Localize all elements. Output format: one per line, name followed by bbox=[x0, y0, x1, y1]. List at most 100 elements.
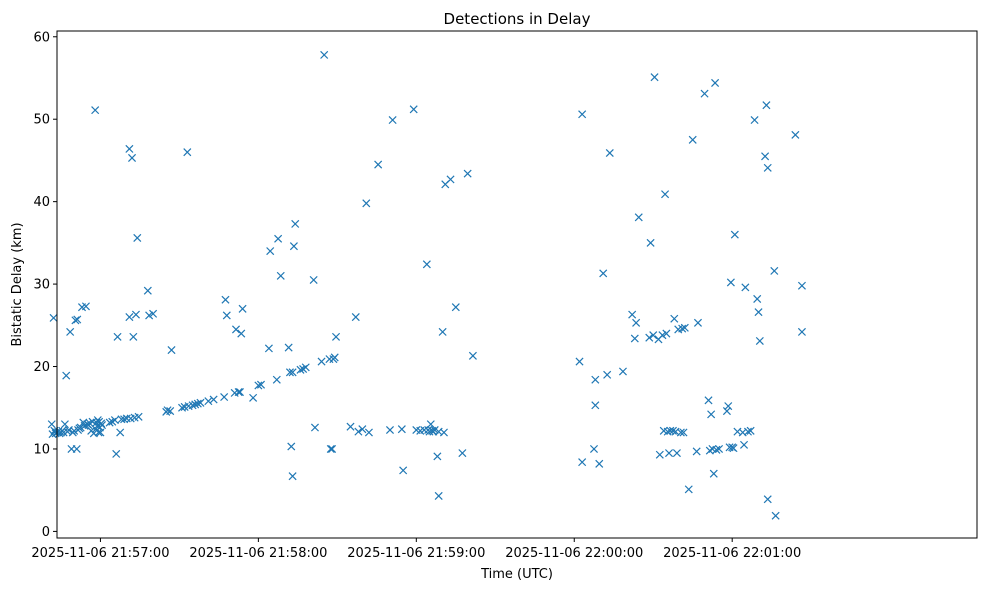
data-point-marker bbox=[628, 310, 637, 319]
data-point-marker bbox=[296, 365, 305, 374]
data-point-marker bbox=[166, 407, 175, 416]
data-point-marker bbox=[724, 402, 733, 411]
data-point-marker bbox=[289, 242, 298, 251]
data-point-marker bbox=[692, 447, 701, 456]
data-point-marker bbox=[388, 116, 397, 125]
data-point-marker bbox=[191, 400, 200, 409]
data-point-marker bbox=[704, 396, 713, 405]
data-point-marker bbox=[288, 368, 297, 377]
data-point-marker bbox=[133, 233, 142, 242]
x-tick-label: 2025-11-06 21:57:00 bbox=[31, 546, 169, 561]
data-point-marker bbox=[680, 323, 689, 332]
data-point-marker bbox=[741, 283, 750, 292]
data-point-marker bbox=[276, 271, 285, 280]
data-point-marker bbox=[385, 425, 395, 435]
data-point-marker bbox=[646, 238, 655, 247]
data-point-marker bbox=[66, 327, 75, 336]
data-point-marker bbox=[287, 442, 296, 451]
data-point-marker bbox=[743, 427, 753, 436]
data-point-marker bbox=[193, 399, 202, 408]
data-point-marker bbox=[358, 425, 367, 434]
data-point-marker bbox=[72, 444, 81, 453]
data-point-marker bbox=[397, 425, 406, 434]
data-point-marker bbox=[235, 388, 244, 397]
data-point-marker bbox=[603, 370, 612, 379]
data-point-marker bbox=[354, 427, 363, 436]
data-point-marker bbox=[771, 511, 780, 520]
data-point-marker bbox=[60, 420, 69, 429]
data-point-marker bbox=[711, 78, 720, 87]
data-point-marker bbox=[309, 275, 318, 284]
data-point-marker bbox=[131, 310, 140, 319]
data-point-marker bbox=[632, 318, 641, 327]
data-point-marker bbox=[220, 393, 229, 402]
data-point-marker bbox=[753, 294, 762, 303]
data-point-marker bbox=[463, 169, 472, 178]
data-point-marker bbox=[722, 407, 731, 416]
data-point-marker bbox=[96, 428, 105, 437]
data-point-marker bbox=[668, 426, 677, 435]
chart-title: Detections in Delay bbox=[444, 10, 591, 28]
data-point-marker bbox=[433, 452, 442, 461]
y-tick-label: 30 bbox=[33, 278, 50, 293]
data-point-marker bbox=[750, 116, 759, 125]
data-point-marker bbox=[650, 73, 659, 82]
data-point-marker bbox=[254, 381, 263, 390]
data-point-marker bbox=[351, 313, 360, 322]
data-point-marker bbox=[97, 421, 107, 430]
y-tick-label: 0 bbox=[42, 525, 50, 540]
data-point-marker bbox=[676, 428, 685, 437]
data-point-marker bbox=[112, 449, 121, 458]
x-tick-label: 2025-11-06 21:58:00 bbox=[189, 546, 327, 561]
data-point-marker bbox=[707, 410, 716, 419]
data-point-marker bbox=[320, 50, 329, 59]
data-point-marker bbox=[178, 403, 187, 412]
data-point-marker bbox=[715, 444, 724, 453]
data-point-marker bbox=[664, 449, 674, 458]
data-point-marker bbox=[317, 357, 326, 366]
data-point-marker bbox=[595, 459, 604, 468]
data-point-marker bbox=[143, 286, 152, 295]
x-tick-label: 2025-11-06 21:59:00 bbox=[347, 546, 485, 561]
data-point-marker bbox=[196, 398, 205, 407]
data-point-marker bbox=[332, 332, 341, 341]
y-tick-label: 50 bbox=[33, 113, 50, 128]
data-point-marker bbox=[746, 426, 755, 435]
data-point-marker bbox=[362, 199, 371, 208]
y-tick-label: 40 bbox=[33, 195, 50, 210]
data-point-marker bbox=[762, 101, 771, 110]
data-point-marker bbox=[81, 302, 90, 311]
data-point-marker bbox=[599, 269, 608, 278]
data-point-marker bbox=[578, 110, 587, 119]
data-point-marker bbox=[763, 495, 772, 504]
data-point-marker bbox=[422, 260, 431, 269]
data-point-marker bbox=[330, 353, 339, 362]
data-point-marker bbox=[91, 106, 100, 115]
data-point-marker bbox=[125, 313, 134, 322]
data-point-marker bbox=[266, 247, 275, 256]
data-point-marker bbox=[618, 367, 627, 376]
plot-area-frame bbox=[56, 30, 978, 539]
data-point-marker bbox=[97, 419, 106, 428]
data-point-marker bbox=[129, 332, 138, 341]
data-point-marker bbox=[797, 327, 806, 336]
data-point-marker bbox=[458, 449, 467, 458]
data-point-marker bbox=[291, 219, 300, 228]
data-point-marker bbox=[71, 316, 80, 325]
data-point-marker bbox=[237, 329, 246, 338]
data-point-marker bbox=[409, 105, 418, 114]
data-point-marker bbox=[426, 420, 435, 429]
data-point-marker bbox=[301, 363, 310, 372]
data-point-marker bbox=[62, 371, 71, 380]
data-point-marker bbox=[591, 401, 600, 410]
data-point-marker bbox=[325, 355, 334, 364]
data-point-marker bbox=[47, 420, 56, 429]
data-point-marker bbox=[105, 418, 114, 427]
data-point-marker bbox=[726, 278, 735, 287]
data-point-marker bbox=[310, 423, 319, 432]
x-axis-title: Time (UTC) bbox=[480, 567, 553, 582]
y-tick-label: 10 bbox=[33, 442, 50, 457]
data-point-marker bbox=[183, 148, 192, 157]
